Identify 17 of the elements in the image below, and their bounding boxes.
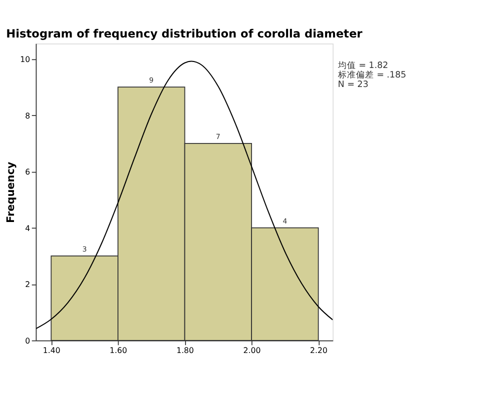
text: N = 23 — [338, 80, 368, 90]
x-tick-label: 2.00 — [243, 346, 261, 356]
x-tick-label: 2.20 — [310, 346, 328, 356]
x-tick-label: 1.60 — [110, 346, 128, 356]
y-tick-label: 8 — [25, 111, 30, 120]
y-tick-label: 6 — [25, 168, 30, 177]
y-tick-label: 10 — [20, 55, 30, 64]
line-series — [36, 60, 333, 330]
text: 标准偏差 = .185 — [336, 70, 406, 81]
y-tick-label: 4 — [25, 224, 30, 233]
chart-title: Histogram of frequency distribution of corolla diameter — [6, 26, 363, 40]
y-tick-label: 2 — [25, 280, 30, 290]
text: 均值 = 1.82 — [336, 60, 388, 71]
x-tick-label: 1.40 — [42, 346, 60, 356]
x-tick-label: 1.80 — [176, 346, 194, 356]
y-axis-title: Frequency — [5, 162, 18, 224]
y-tick-label: 0 — [25, 336, 30, 346]
